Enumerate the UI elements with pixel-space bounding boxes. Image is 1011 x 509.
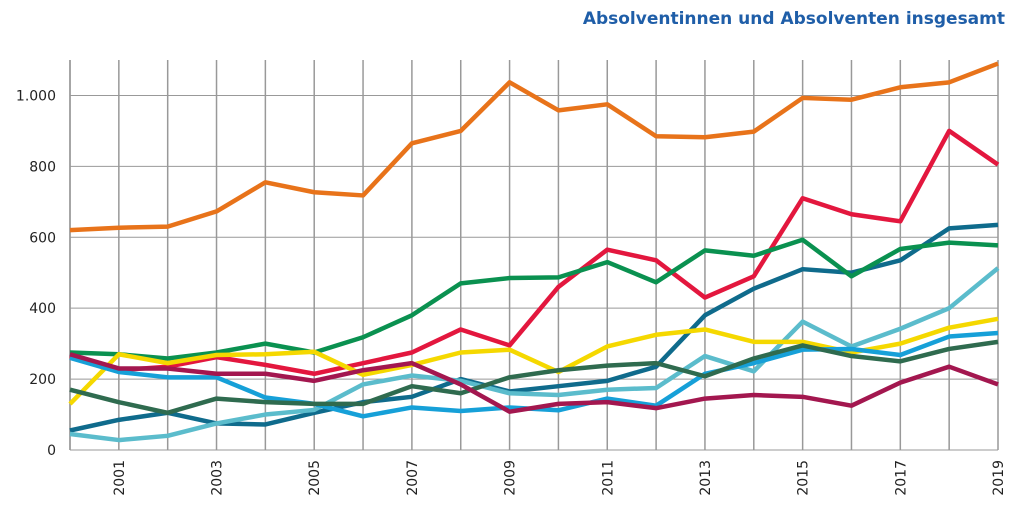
x-tick-label: 2007 — [405, 460, 421, 496]
series-line — [68, 316, 999, 406]
y-tick-label: 200 — [29, 372, 56, 388]
series-line — [69, 352, 999, 414]
y-tick-label: 0 — [47, 443, 56, 459]
chart-title: Absolventinnen und Absolventen insgesamt — [583, 9, 1005, 29]
x-tick-label: 2017 — [893, 460, 909, 496]
x-tick-label: 2011 — [600, 460, 616, 496]
x-tick-label: 2015 — [796, 460, 812, 496]
x-tick-label: 2019 — [991, 460, 1007, 496]
x-tick-label: 2005 — [307, 460, 323, 496]
x-tick-label: 2013 — [698, 460, 714, 496]
series-line — [69, 128, 1000, 377]
series-line — [69, 237, 999, 361]
series-line — [69, 61, 999, 233]
y-tick-label: 600 — [29, 230, 56, 246]
x-tick-label: 2009 — [503, 460, 519, 496]
x-tick-label: 2003 — [210, 460, 226, 496]
y-tick-label: 800 — [29, 159, 56, 175]
y-tick-label: 400 — [29, 301, 56, 317]
series-line — [69, 339, 999, 416]
x-tick-label: 2001 — [112, 460, 128, 496]
series-line — [69, 266, 1000, 443]
y-tick-label: 1.000 — [16, 88, 56, 104]
